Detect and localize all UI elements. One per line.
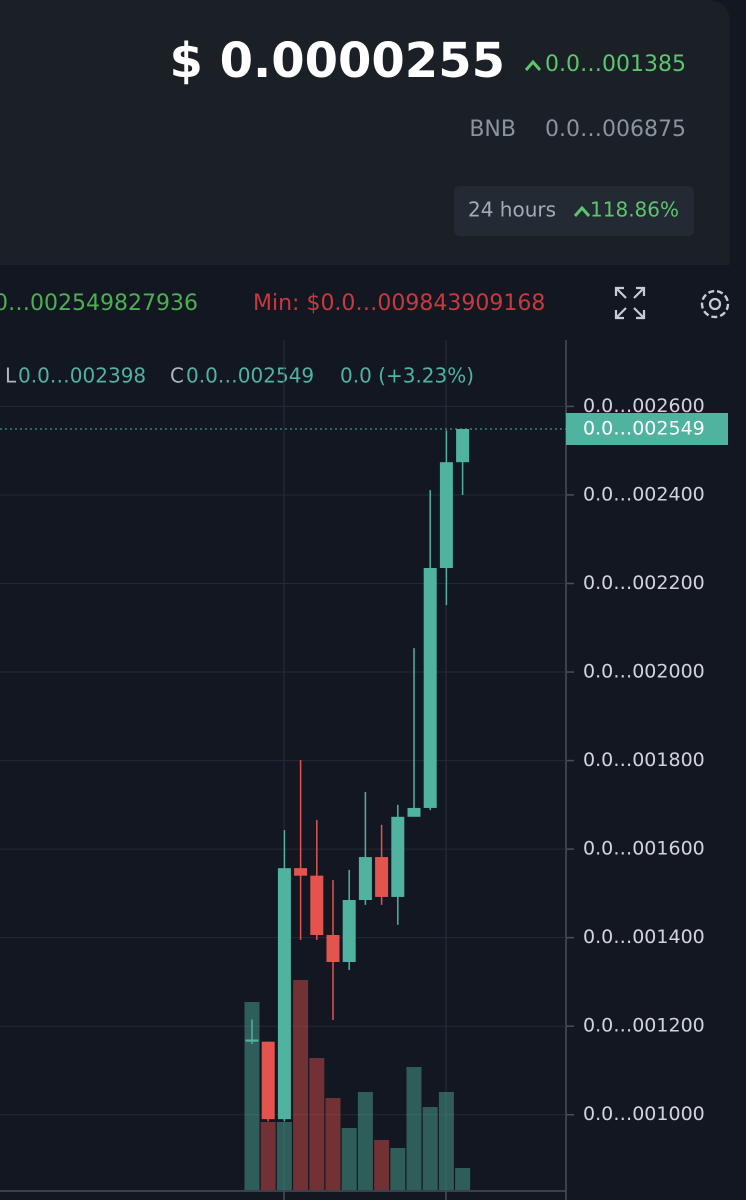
price-tag <box>566 412 728 445</box>
volume-bar <box>293 980 309 1190</box>
price: $ 0.0000255 <box>169 33 505 89</box>
candle-body <box>261 1041 275 1120</box>
y-tick-label: 0.0…002400 <box>583 483 705 505</box>
candle-body <box>310 875 324 935</box>
candle-body <box>326 935 340 963</box>
gear-outer <box>700 289 730 319</box>
up-icon <box>524 59 542 71</box>
candle-body <box>423 567 437 808</box>
candle-body <box>407 807 421 817</box>
candle-body <box>439 462 453 568</box>
min-stat: Min: $0.0…009843909168 <box>253 291 545 316</box>
legend-value: 0.0…002549 <box>186 364 314 388</box>
volume-bar <box>325 1098 341 1190</box>
period-change: 118.86% <box>590 198 679 222</box>
volume-bar <box>422 1107 438 1190</box>
max-stat: 0…002549827936 <box>0 291 198 316</box>
fullscreen-icon[interactable] <box>614 286 646 320</box>
volume-bar <box>455 1168 471 1190</box>
legend-change: 0.0 (+3.23%) <box>340 364 474 388</box>
volume-bar <box>438 1092 454 1190</box>
period[interactable]: 24 hours <box>468 198 556 222</box>
legend-key: L <box>5 364 17 388</box>
volume-bar <box>309 1058 325 1190</box>
candle-body <box>245 1039 259 1042</box>
volume-bar <box>357 1092 373 1190</box>
candle-body <box>342 900 356 963</box>
period-box[interactable] <box>454 186 694 236</box>
up-icon <box>573 205 591 217</box>
y-tick-label: 0.0…002200 <box>583 572 705 594</box>
volume-bar <box>390 1148 406 1190</box>
y-tick-label: 0.0…002600 <box>583 395 705 417</box>
plot: 0.0…001000 0.0…001200 0.0…001400 0.0…001600… <box>0 395 728 1200</box>
volume-bar <box>276 1122 292 1190</box>
bnb-label: BNB <box>469 117 516 142</box>
legend-key: C <box>170 364 184 388</box>
y-tick-label: 0.0…001200 <box>583 1015 705 1037</box>
candle-body <box>391 816 405 897</box>
candle-body <box>294 868 308 876</box>
settings-icon[interactable] <box>700 289 730 319</box>
price-tag-label: 0.0…002549 <box>583 417 705 439</box>
price-change: 0.0…001385 <box>545 52 686 77</box>
volume-bar <box>341 1128 357 1190</box>
volume-bar <box>374 1140 390 1190</box>
y-tick-label: 0.0…002000 <box>583 661 705 683</box>
y-tick-label: 0.0…001400 <box>583 926 705 948</box>
candle-body <box>358 857 372 901</box>
volume-bar <box>406 1067 422 1190</box>
candle-body <box>277 868 291 1120</box>
volume-bar <box>244 1002 260 1190</box>
candle-body <box>456 428 470 463</box>
bnb-value: 0.0…006875 <box>545 117 686 142</box>
y-tick-label: 0.0…001000 <box>583 1103 705 1125</box>
gear-inner <box>708 297 722 311</box>
y-tick-label: 0.0…001600 <box>583 838 705 860</box>
legend-value: 0.0…002398 <box>18 364 146 388</box>
candle-body <box>375 857 389 897</box>
volume-bar <box>260 1122 276 1190</box>
y-tick-label: 0.0…001800 <box>583 749 705 771</box>
